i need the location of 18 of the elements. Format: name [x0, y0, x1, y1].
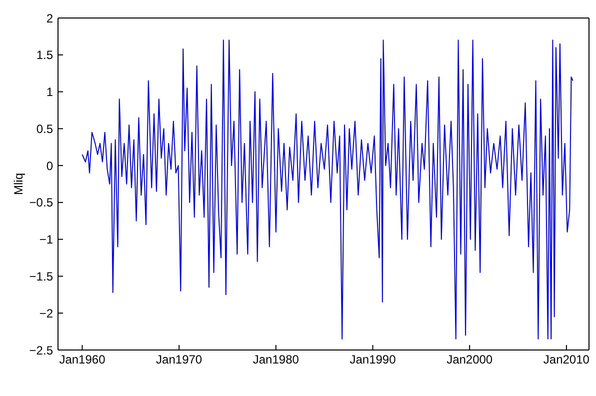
y-tick-label: 0: [46, 158, 54, 173]
y-tick-label: −2: [39, 306, 54, 320]
y-axis-title: Mliq: [11, 172, 26, 196]
x-tick-label: Jan1970: [156, 352, 202, 367]
x-tick-label: Jan1990: [350, 352, 396, 367]
y-tick-label: 1.5: [36, 48, 54, 62]
y-tick-label: −0.5: [29, 196, 54, 210]
x-tick-label: Jan2010: [543, 352, 590, 367]
y-tick-label: −1.5: [29, 269, 54, 284]
x-tick-label: Jan1980: [252, 352, 300, 367]
x-tick-label: Jan2000: [446, 352, 493, 367]
y-tick-label: −2.5: [29, 343, 54, 358]
line-series: [82, 40, 574, 340]
y-tick-label: 2: [46, 11, 54, 26]
y-tick-label: 1: [46, 85, 54, 100]
x-tick-label: Jan1960: [59, 352, 106, 367]
y-tick-label: −1: [39, 232, 54, 247]
y-tick-label: 0.5: [36, 122, 54, 136]
